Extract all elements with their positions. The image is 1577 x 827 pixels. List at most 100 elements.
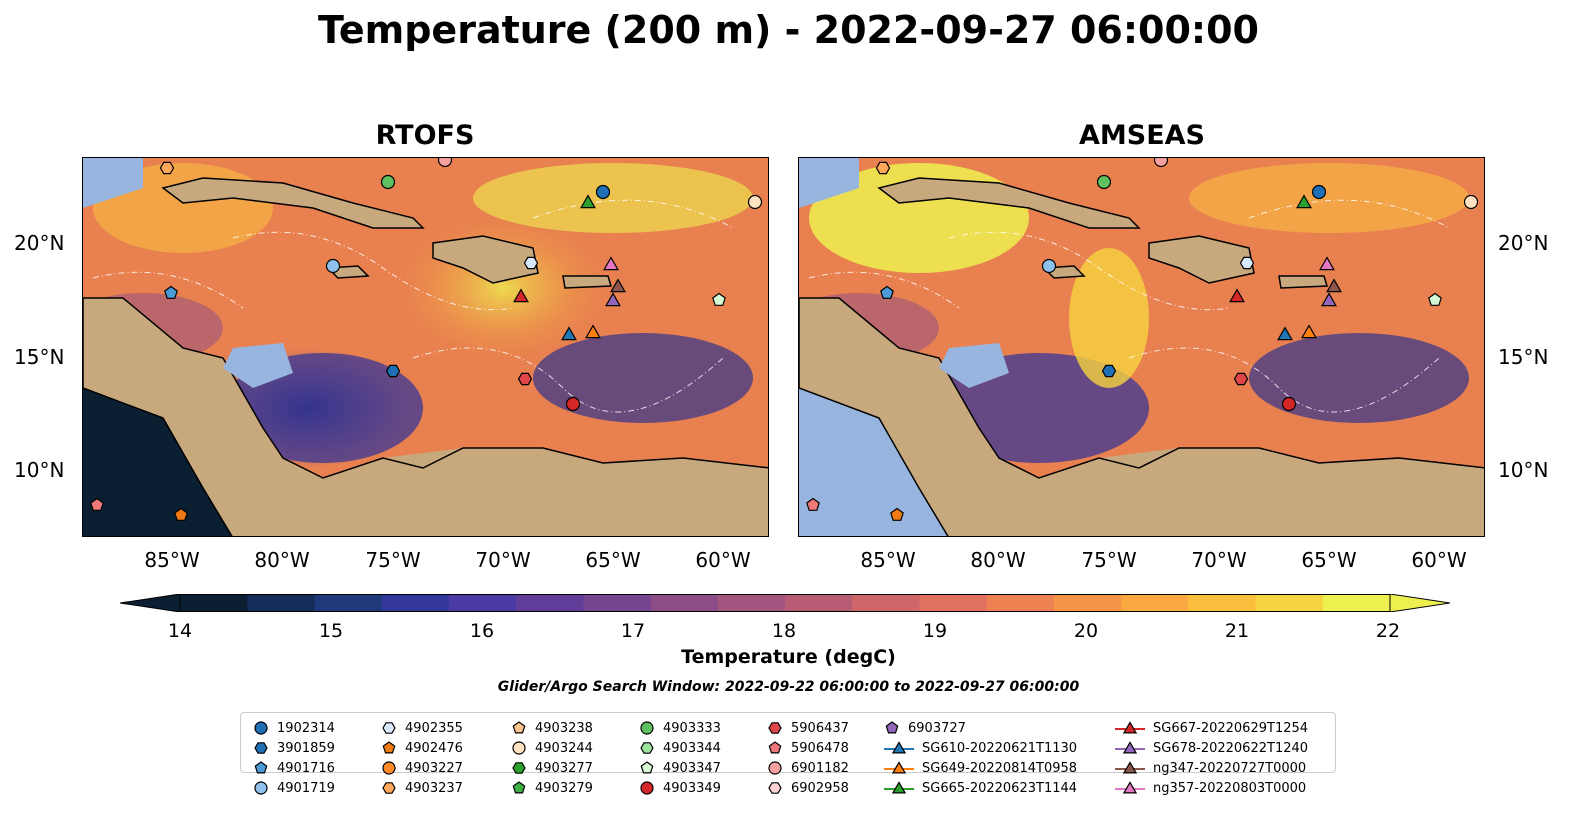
colorbar-segment	[650, 594, 719, 612]
pentagon-marker-icon	[382, 741, 396, 754]
legend-label: SG678-20220622T1240	[1153, 740, 1309, 756]
ytick-left-10n: 10°N	[14, 458, 65, 482]
legend-label: 4903277	[535, 760, 593, 776]
legend-item: 4903237	[381, 778, 463, 798]
platform-marker	[1311, 184, 1327, 200]
platform-marker	[385, 364, 401, 378]
platform-marker	[1239, 256, 1255, 270]
legend-label: 4901716	[277, 760, 335, 776]
ytick-right-15n: 15°N	[1498, 345, 1549, 369]
pentagon-marker-icon	[640, 761, 654, 774]
cbar-tick-16: 16	[469, 620, 495, 642]
cbar-tick-20: 20	[1073, 620, 1099, 642]
platform-marker	[1428, 292, 1442, 306]
legend-label: 6901182	[791, 760, 849, 776]
legend-item: 4903277	[511, 758, 593, 778]
hexagon-marker-icon	[768, 722, 782, 734]
legend-label: 5906478	[791, 740, 849, 756]
hexagon-marker-icon	[768, 782, 782, 794]
marker-layer	[806, 158, 1479, 521]
map-panel-rtofs	[82, 157, 769, 537]
platform-marker	[610, 278, 626, 293]
ytick-left-20n: 20°N	[14, 231, 65, 255]
colorbar-segment	[986, 594, 1055, 612]
legend-label: 4903237	[405, 780, 463, 796]
xtick-right-70w: 70°W	[1191, 548, 1247, 572]
legend-item: 6902958	[767, 778, 849, 798]
colorbar-segment	[852, 594, 920, 612]
pentagon-marker-icon	[512, 781, 526, 794]
platform-marker	[565, 396, 581, 412]
legend-item: 6903727	[884, 718, 1077, 738]
circle-marker-icon	[254, 781, 268, 795]
legend-item: 4903279	[511, 778, 593, 798]
platform-marker	[880, 285, 894, 299]
platform-marker	[437, 158, 453, 168]
legend-item: 4901719	[253, 778, 335, 798]
pentagon-marker-icon	[768, 741, 782, 754]
platform-marker	[806, 497, 820, 511]
triangle-marker-icon	[1115, 721, 1145, 734]
xtick-left-85w: 85°W	[144, 548, 200, 572]
triangle-marker-icon	[1115, 761, 1145, 774]
colorbar-segment	[448, 594, 517, 612]
xtick-left-60w: 60°W	[695, 548, 751, 572]
platform-marker	[1301, 324, 1317, 339]
legend-item: SG610-20220621T1130	[884, 738, 1077, 758]
legend-label: 5906437	[791, 720, 849, 736]
platform-marker	[605, 292, 621, 307]
platform-marker	[747, 194, 763, 210]
hexagon-marker-icon	[512, 762, 526, 774]
cbar-tick-18: 18	[771, 620, 797, 642]
xtick-right-65w: 65°W	[1301, 548, 1357, 572]
legend-item: ng357-20220803T0000	[1115, 778, 1308, 798]
search-window-text: Glider/Argo Search Window: 2022-09-22 06…	[497, 679, 1080, 695]
circle-marker-icon	[382, 761, 396, 775]
xtick-left-80w: 80°W	[254, 548, 310, 572]
platform-marker	[1153, 158, 1169, 168]
xtick-right-75w: 75°W	[1081, 548, 1137, 572]
circle-marker-icon	[640, 781, 654, 795]
legend-label: SG649-20220814T0958	[922, 760, 1078, 776]
pentagon-marker-icon	[885, 721, 899, 734]
legend-label: 4903333	[663, 720, 721, 736]
platform-marker	[174, 507, 188, 521]
platform-marker	[159, 161, 175, 175]
ytick-right-10n: 10°N	[1498, 458, 1549, 482]
platform-marker	[890, 507, 904, 521]
colorbar-segment	[785, 594, 853, 612]
platform-marker	[1281, 396, 1297, 412]
legend-column: 1902314 3901859 4901716 4901719	[253, 718, 335, 798]
pentagon-marker-icon	[254, 761, 268, 774]
platform-marker	[1229, 288, 1245, 303]
colorbar-frame	[179, 594, 1391, 612]
triangle-marker-icon	[884, 761, 914, 774]
legend-item: 4902476	[381, 738, 463, 758]
platform-marker	[1233, 372, 1249, 386]
legend-item: 4903349	[639, 778, 721, 798]
colorbar-segment	[381, 594, 450, 612]
xtick-left-70w: 70°W	[475, 548, 531, 572]
legend-label: 4903344	[663, 740, 721, 756]
platform-marker	[595, 184, 611, 200]
platform-marker	[1321, 292, 1337, 307]
cbar-tick-22: 22	[1375, 620, 1401, 642]
platform-marker	[603, 256, 619, 271]
legend-label: 4903349	[663, 780, 721, 796]
legend-label: ng357-20220803T0000	[1153, 780, 1307, 796]
xtick-left-75w: 75°W	[365, 548, 421, 572]
ytick-right-20n: 20°N	[1498, 231, 1549, 255]
hexagon-marker-icon	[640, 742, 654, 754]
platform-marker	[1096, 174, 1112, 190]
colorbar-segment	[583, 594, 652, 612]
xtick-right-80w: 80°W	[970, 548, 1026, 572]
legend-column: 5906437 5906478 6901182 6902958	[767, 718, 849, 798]
colorbar-segment	[180, 594, 248, 612]
legend-label: 4902476	[405, 740, 463, 756]
legend-label: SG665-20220623T1144	[922, 780, 1078, 796]
cbar-tick-15: 15	[318, 620, 344, 642]
legend-item: 4901716	[253, 758, 335, 778]
circle-marker-icon	[254, 721, 268, 735]
legend-label: 4902355	[405, 720, 463, 736]
platform-marker	[561, 326, 577, 341]
